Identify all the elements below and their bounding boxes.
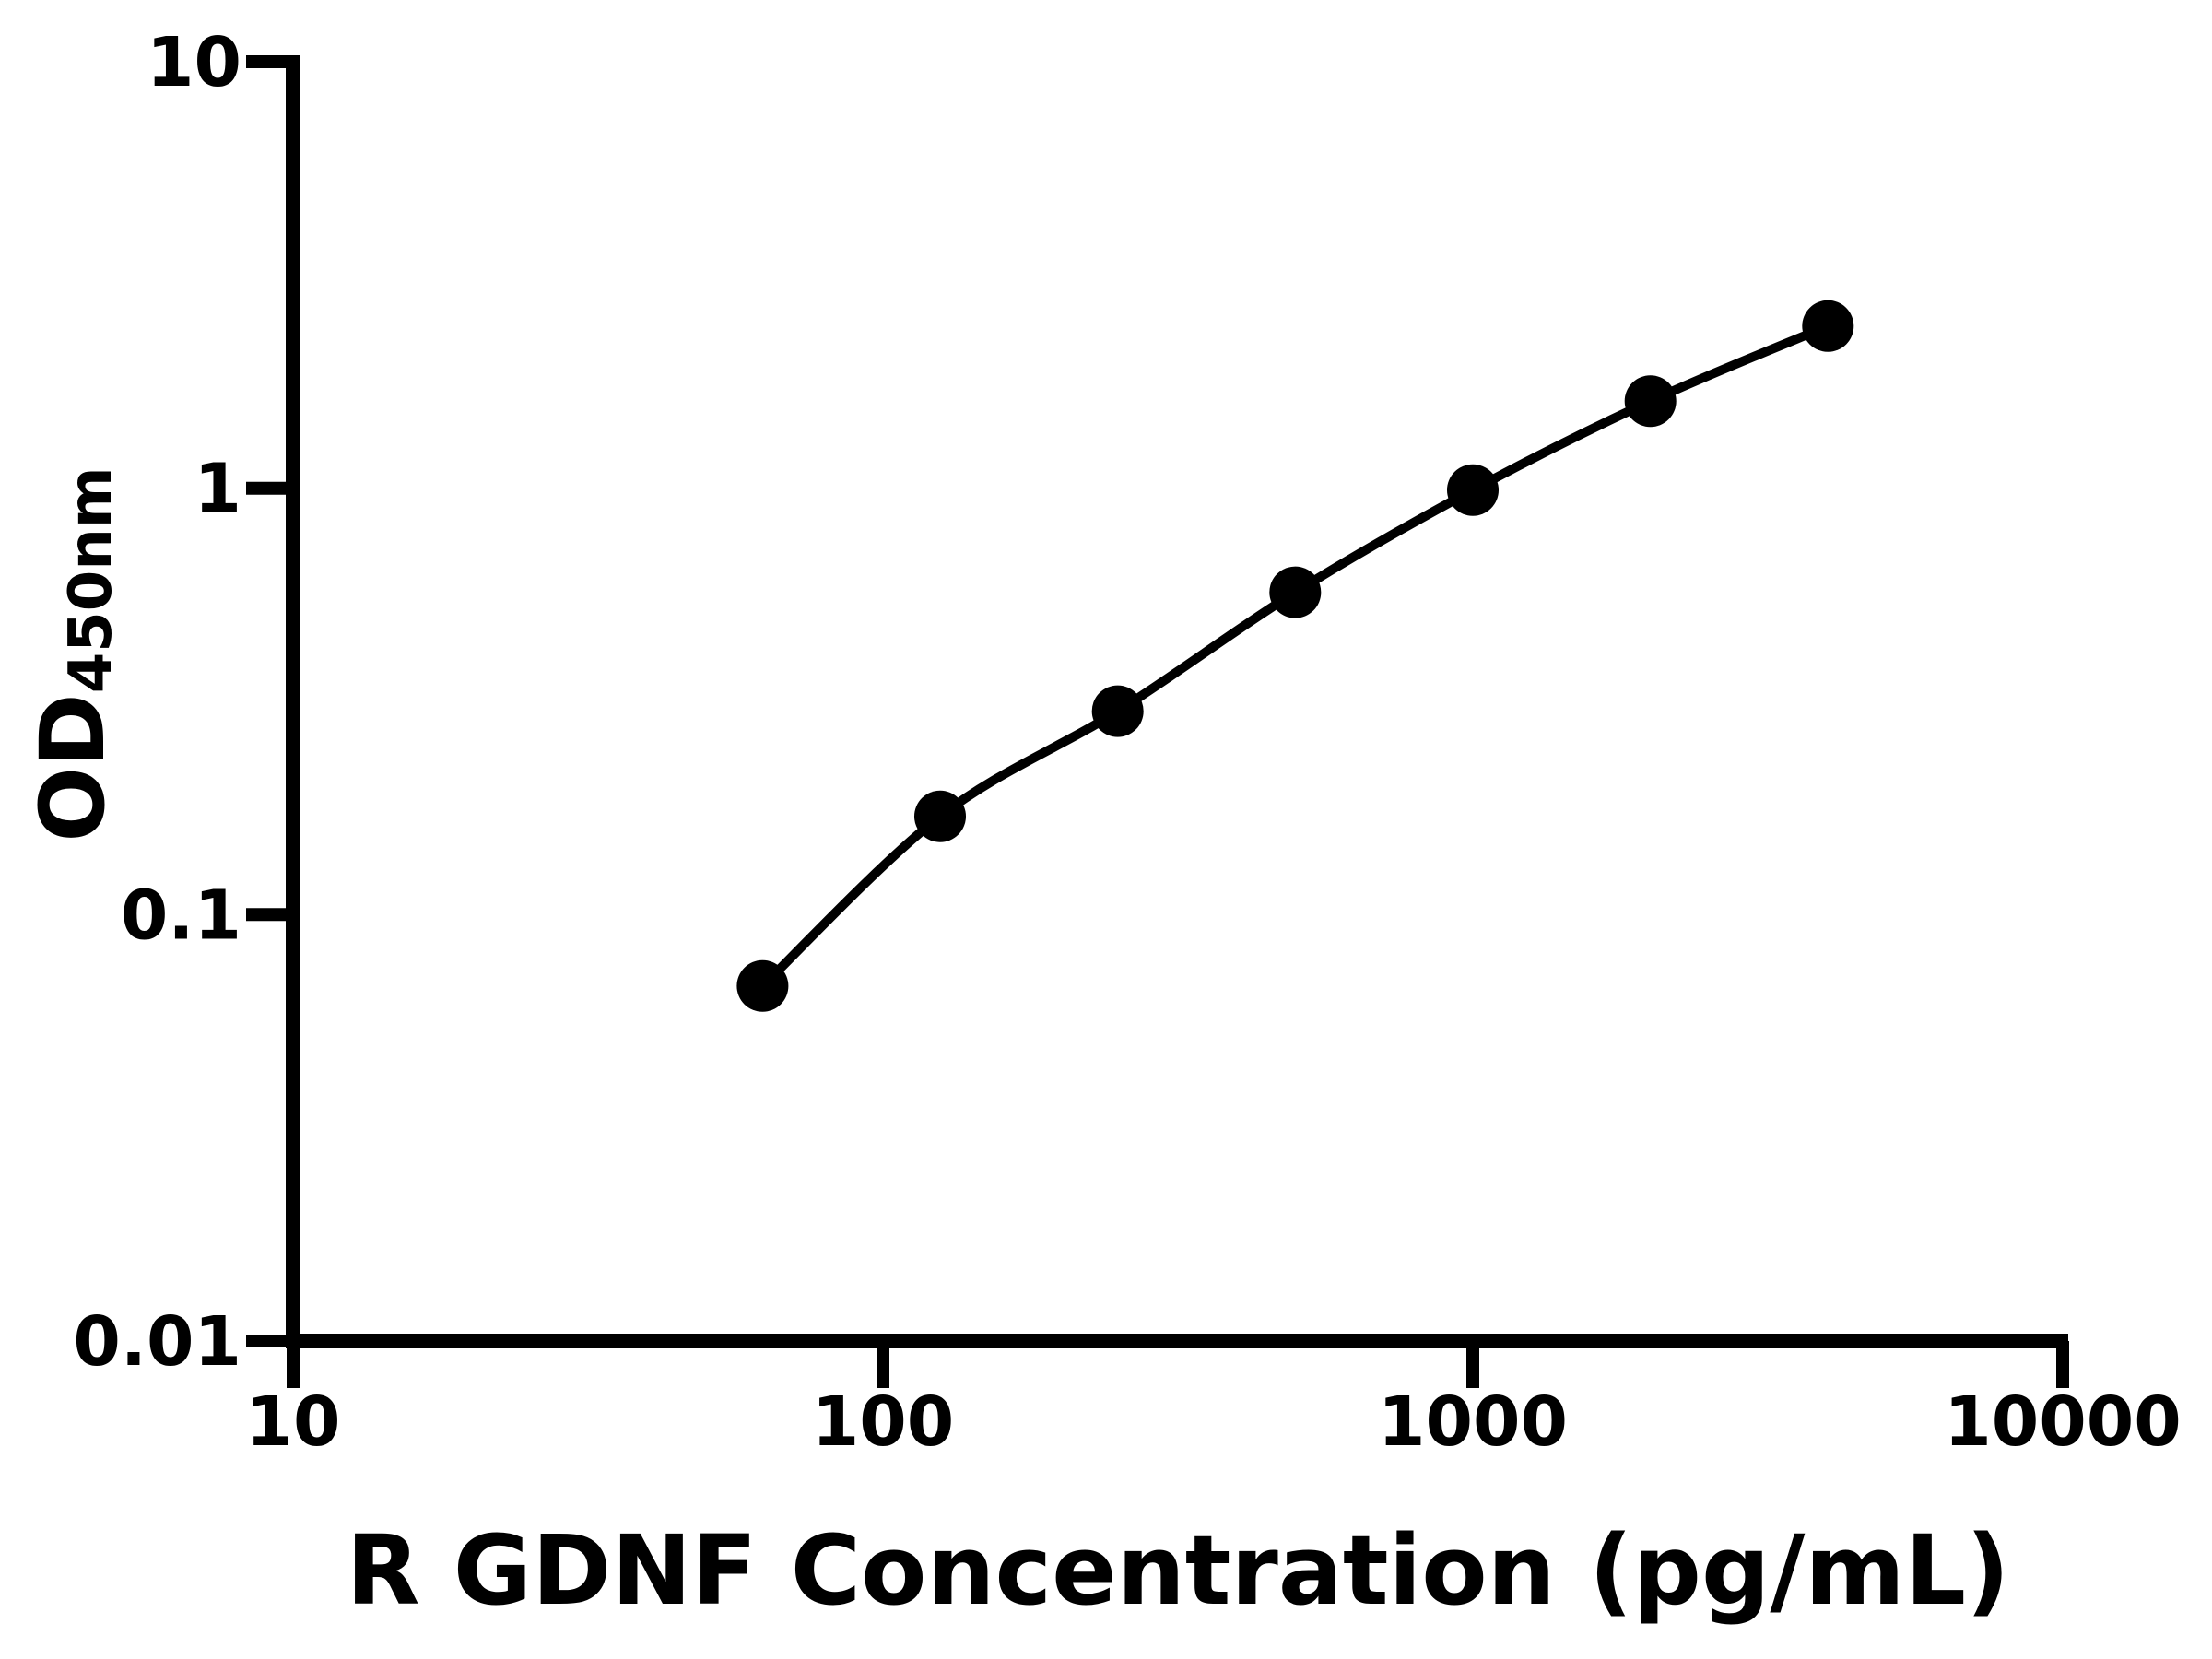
y-tick-label: 1 [194, 450, 242, 529]
data-point-marker [1091, 685, 1144, 737]
y-tick-label: 0.01 [73, 1302, 241, 1382]
y-tick-label: 10 [147, 23, 241, 102]
x-tick-label: 1000 [1378, 1382, 1568, 1462]
data-point-marker [1447, 464, 1499, 516]
axes-layer [286, 55, 2068, 1348]
x-tick-label: 10000 [1944, 1382, 2181, 1462]
data-point-marker [1624, 375, 1677, 428]
y-tick-label: 0.1 [121, 876, 241, 955]
standard-curve-line [759, 322, 1830, 990]
x-tick-label: 100 [812, 1382, 954, 1462]
ticks-layer [246, 55, 2069, 1388]
y-axis-title-main: OD [21, 693, 124, 841]
series-layer [736, 300, 1854, 1012]
data-point-marker [1269, 566, 1322, 618]
tick-labels-layer: 10 100 1000 10000 0.01 0.1 1 10 [73, 23, 2181, 1462]
data-point-marker [736, 959, 789, 1012]
y-axis-title: OD450nm [21, 466, 125, 841]
data-point-marker [914, 790, 966, 842]
y-axis-title-subscript: 450nm [57, 466, 125, 693]
data-point-marker [1802, 300, 1854, 352]
x-axis-title: R GDNF Concentration (pg/mL) [346, 1514, 2009, 1627]
x-tick-label: 10 [246, 1382, 341, 1462]
